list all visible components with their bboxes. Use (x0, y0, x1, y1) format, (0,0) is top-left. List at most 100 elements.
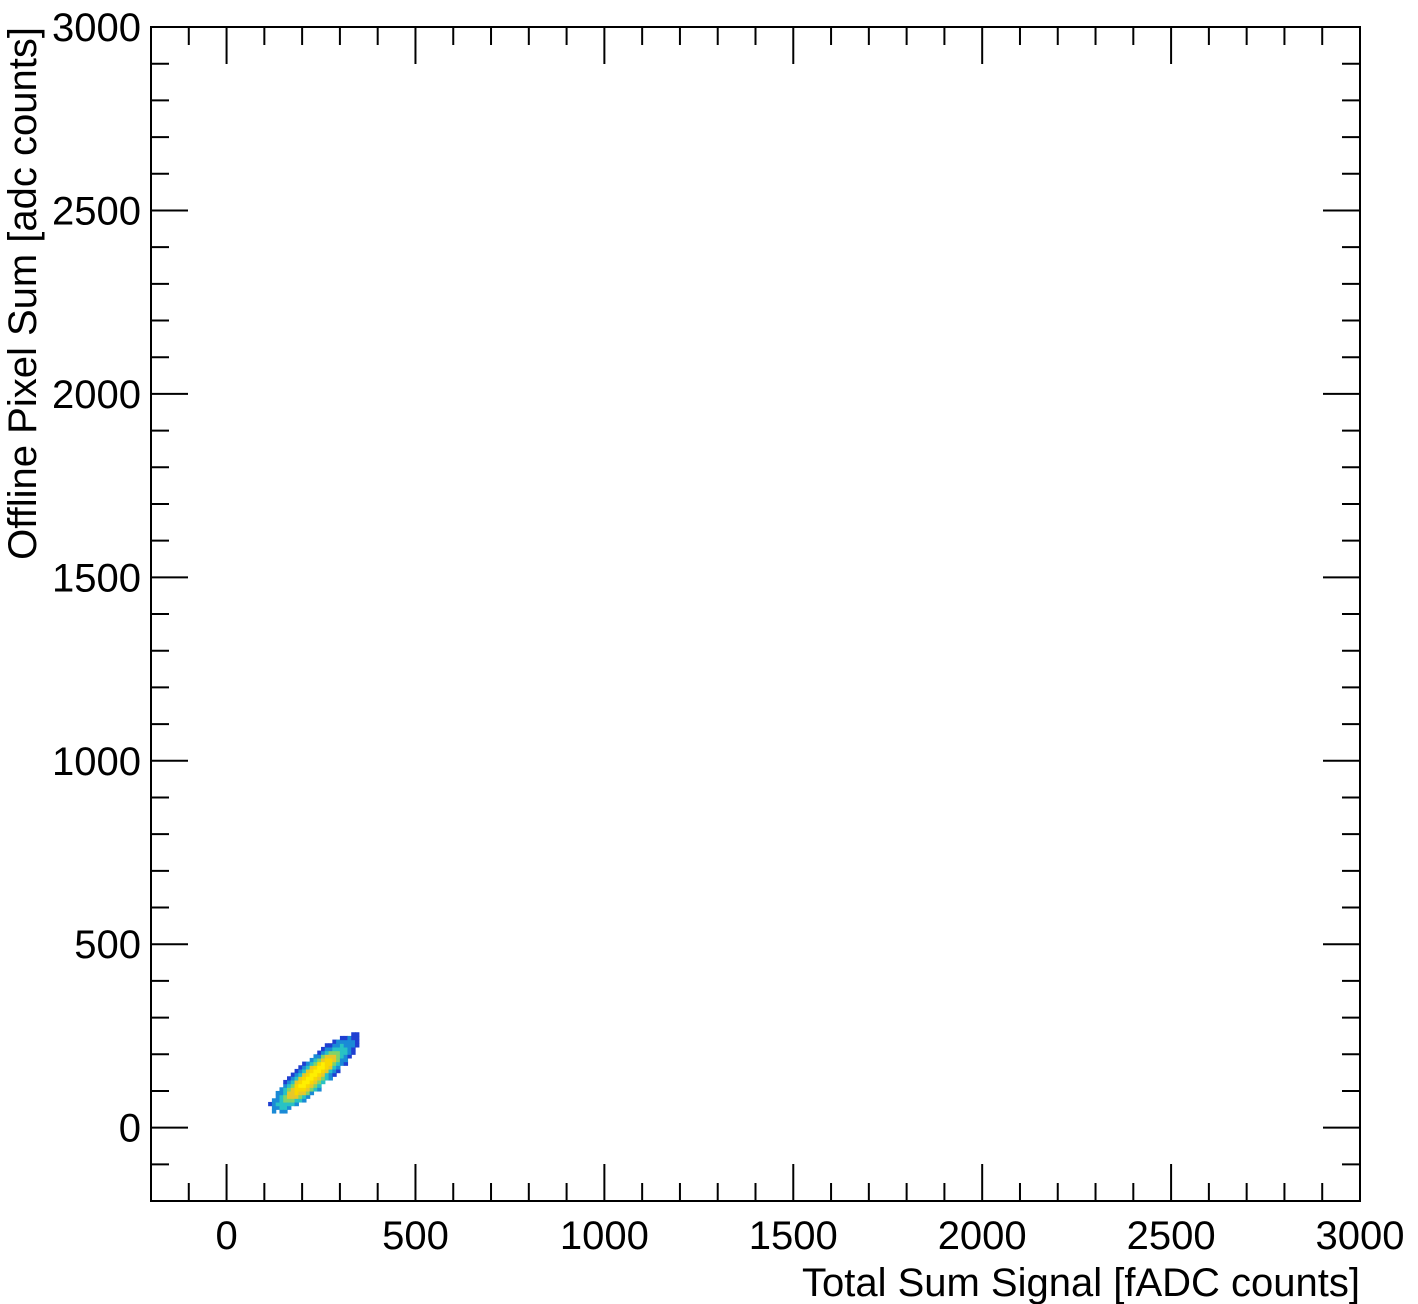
heatmap-cell (321, 1046, 326, 1052)
heatmap-cell (321, 1068, 326, 1074)
heatmap-cell (317, 1057, 322, 1063)
heatmap-cell (351, 1043, 356, 1048)
heatmap-cell (317, 1087, 322, 1092)
heatmap-cell (271, 1105, 277, 1110)
x-tick-label: 500 (382, 1214, 449, 1258)
heatmap-cell (313, 1079, 318, 1085)
heatmap-cell (332, 1054, 337, 1059)
heatmap-cell (309, 1079, 315, 1085)
heatmap-cell (309, 1083, 315, 1088)
heatmap-cell (336, 1039, 341, 1044)
heatmap-cell (275, 1090, 281, 1096)
heatmap-cell (287, 1098, 292, 1103)
heatmap-cell (287, 1094, 292, 1099)
heatmap-cell (279, 1090, 284, 1096)
heatmap-cell (287, 1105, 292, 1110)
heatmap-cell (283, 1098, 288, 1103)
heatmap-cell (302, 1079, 307, 1085)
heatmap-cell (302, 1083, 307, 1088)
heatmap-cell (328, 1050, 333, 1055)
heatmap-cell (313, 1076, 318, 1081)
heatmap-cell (298, 1068, 303, 1074)
heatmap-cell (290, 1076, 296, 1081)
heatmap-cell (324, 1072, 330, 1077)
heatmap-cell (343, 1046, 349, 1052)
heatmap-cell (317, 1065, 322, 1070)
heatmap-cell (313, 1057, 318, 1063)
heatmap-cell (287, 1083, 292, 1088)
heatmap-cell (351, 1039, 356, 1044)
heatmap-cell (287, 1079, 292, 1085)
heatmap-cell (305, 1076, 311, 1081)
heatmap-cell (298, 1094, 303, 1099)
heatmap-cell (328, 1065, 333, 1070)
x-axis-title: Total Sum Signal [fADC counts] (802, 1261, 1360, 1304)
heatmap-cell (283, 1105, 288, 1110)
heatmap-cell (294, 1098, 299, 1103)
heatmap-cell (339, 1046, 345, 1052)
heatmap-cell (355, 1032, 360, 1037)
heatmap-cell (343, 1039, 349, 1044)
heatmap-cell (328, 1043, 333, 1048)
heatmap-cell (298, 1065, 303, 1070)
heatmap-cell (294, 1090, 299, 1096)
heatmap-cell (302, 1076, 307, 1081)
heatmap-cell (294, 1072, 299, 1077)
heatmap-cell (283, 1079, 288, 1085)
heatmap-cell (305, 1079, 311, 1085)
heatmap-cell (287, 1087, 292, 1092)
heatmap-cell (275, 1098, 281, 1103)
heatmap-cell (290, 1087, 296, 1092)
heatmap-cell (343, 1050, 349, 1055)
heatmap-cell (298, 1083, 303, 1088)
heatmap-cell (332, 1039, 337, 1044)
heatmap-cell (336, 1061, 341, 1066)
heatmap-cell (313, 1054, 318, 1059)
heatmap-cell (302, 1094, 307, 1099)
heatmap-cell (336, 1065, 341, 1070)
heatmap-cell (324, 1050, 330, 1055)
heatmap-cell (279, 1087, 284, 1092)
heatmap-cell (332, 1072, 337, 1077)
heatmap-cell (355, 1039, 360, 1044)
heatmap-cell (313, 1072, 318, 1077)
heatmap-cell (268, 1101, 273, 1107)
heatmap-cell (347, 1043, 352, 1048)
heatmap-cell (302, 1061, 307, 1066)
heatmap-cell (351, 1046, 356, 1052)
heatmap-cell (294, 1079, 299, 1085)
x-tick-label: 2000 (938, 1214, 1027, 1258)
x-tick-labels: 0 500 1000 1500 2000 2500 3000 (215, 1214, 1404, 1258)
heatmap-cell (305, 1083, 311, 1088)
heatmap-cell (328, 1068, 333, 1074)
heatmap-cell (271, 1109, 277, 1114)
heatmap-cell (305, 1087, 311, 1092)
heatmap-cell (294, 1076, 299, 1081)
heatmap-cell (290, 1079, 296, 1085)
heatmap-cell (283, 1087, 288, 1092)
heatmap-cell (336, 1050, 341, 1055)
heatmap-cell (290, 1083, 296, 1088)
heatmap-cell (302, 1090, 307, 1096)
heatmap-cell (290, 1072, 296, 1077)
heatmap-cell (313, 1061, 318, 1066)
y-tick-label: 0 (119, 1107, 141, 1151)
heatmap-cell (355, 1043, 360, 1048)
heatmap-cell (309, 1065, 315, 1070)
heatmap-cell (328, 1072, 333, 1077)
x-tick-label: 1500 (749, 1214, 838, 1258)
axis-ticks (150, 26, 1361, 1202)
heatmap-cell (298, 1072, 303, 1077)
heatmap-cell (290, 1090, 296, 1096)
heatmap-cell (279, 1109, 284, 1114)
heatmap-cell (298, 1098, 303, 1103)
heatmap-cell (328, 1061, 333, 1066)
heatmap-cell (302, 1068, 307, 1074)
heatmap-cell (339, 1035, 345, 1041)
heatmap-cell (290, 1098, 296, 1103)
heatmap-cell (287, 1090, 292, 1096)
heatmap-cell (351, 1032, 356, 1037)
heatmap-cell (347, 1039, 352, 1044)
heatmap-cell (324, 1068, 330, 1074)
heatmap-cell (279, 1098, 284, 1103)
